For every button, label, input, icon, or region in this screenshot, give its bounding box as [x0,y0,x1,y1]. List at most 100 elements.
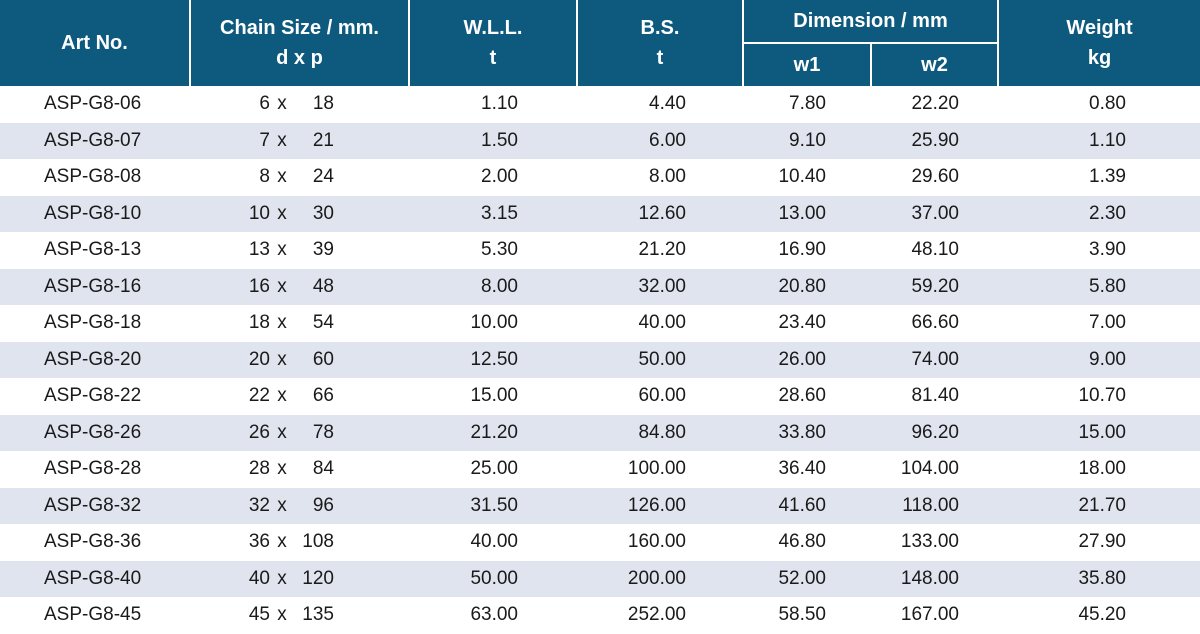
header-w1: w1 [744,44,870,86]
w2-cell: 167.00 [900,604,959,625]
w2-cell: 37.00 [911,202,959,224]
wll-cell: 5.30 [481,239,518,260]
chain-size-d: 10 [248,202,270,224]
bs-cell: 32.00 [638,275,686,297]
w2-cell: 104.00 [900,458,959,479]
header-dimension: Dimension / mm [744,0,997,42]
wll-cell: 8.00 [481,275,518,297]
header-wll-unit: t [489,47,497,69]
header-divider [408,0,410,86]
w2-cell: 48.10 [911,239,959,260]
chain-size-x: x [277,604,287,625]
table-row: ASP-G8-06 6 x 18 1.10 4.40 7.80 22.20 0.80 [0,86,1200,123]
chain-size-x: x [277,129,287,151]
art-no-cell: ASP-G8-28 [44,458,142,479]
weight-cell: 0.80 [1089,93,1126,114]
bs-cell: 6.00 [649,129,686,151]
header-bs-unit: t [656,47,664,69]
bs-cell: 200.00 [627,567,686,589]
chain-size-d: 7 [259,129,270,151]
chain-size-d: 22 [248,385,270,406]
table-row: ASP-G8-07 7 x 21 1.50 6.00 9.10 25.90 1.10 [0,122,1200,159]
chain-size-p: 18 [312,93,334,114]
chain-size-d: 16 [248,275,270,297]
header-bs: B.S. t [578,0,742,86]
header-dimension-label: Dimension / mm [793,9,948,32]
art-no-cell: ASP-G8-20 [44,348,142,370]
wll-cell: 25.00 [470,458,518,479]
art-no-cell: ASP-G8-40 [44,567,142,589]
wll-cell: 50.00 [470,567,518,589]
chain-size-d: 45 [248,604,270,625]
header-chain-size-sub: d x p [276,47,323,69]
chain-size-d: 13 [248,239,270,260]
chain-size-d: 18 [248,312,270,333]
bs-cell: 21.20 [638,239,686,260]
chain-size-x: x [277,494,287,516]
chain-size-p: 30 [312,202,334,224]
chain-size-p: 96 [312,494,334,516]
chain-size-cell: 36 x 108 [230,524,334,561]
w1-cell: 28.60 [778,385,826,406]
chain-size-d: 26 [248,421,270,443]
weight-cell: 15.00 [1078,421,1126,443]
chain-size-p: 24 [312,166,334,187]
bs-cell: 252.00 [627,604,686,625]
wll-cell: 2.00 [481,166,518,187]
header-divider [744,42,997,44]
chain-size-cell: 26 x 78 [230,415,334,452]
table-row: ASP-G8-26 26 x 78 21.20 84.80 33.80 96.20 15.00 [0,414,1200,452]
art-no-cell: ASP-G8-18 [44,312,142,333]
weight-cell: 9.00 [1089,348,1126,370]
art-no-cell: ASP-G8-16 [44,275,142,297]
chain-size-d: 20 [248,348,270,370]
bs-cell: 160.00 [627,531,686,552]
chain-size-x: x [277,202,287,224]
w1-cell: 52.00 [778,567,826,589]
w1-cell: 33.80 [778,421,826,443]
weight-cell: 1.39 [1089,166,1126,187]
chain-size-x: x [277,275,287,297]
table-row: ASP-G8-18 18 x 54 10.00 40.00 23.40 66.60 7.00 [0,305,1200,342]
chain-size-p: 108 [302,531,334,552]
art-no-cell: ASP-G8-10 [44,202,142,224]
weight-cell: 45.20 [1078,604,1126,625]
w2-cell: 59.20 [911,275,959,297]
header-weight-label: Weight [1066,17,1133,39]
table-row: ASP-G8-08 8 x 24 2.00 8.00 10.40 29.60 1.39 [0,159,1200,196]
chain-size-x: x [277,421,287,443]
bs-cell: 12.60 [638,202,686,224]
w1-cell: 16.90 [778,239,826,260]
weight-cell: 27.90 [1078,531,1126,552]
chain-size-cell: 20 x 60 [230,342,334,379]
chain-size-cell: 10 x 30 [230,196,334,233]
chain-size-cell: 28 x 84 [230,451,334,488]
bs-cell: 8.00 [649,166,686,187]
header-weight-unit: kg [1087,47,1112,69]
header-w2-label: w2 [921,53,948,76]
chain-size-cell: 13 x 39 [230,232,334,269]
chain-size-cell: 32 x 96 [230,488,334,525]
chain-size-x: x [277,166,287,187]
art-no-cell: ASP-G8-08 [44,166,142,187]
bs-cell: 60.00 [638,385,686,406]
bs-cell: 4.40 [649,93,686,114]
chain-size-d: 6 [259,93,270,114]
chain-size-p: 21 [312,129,334,151]
weight-cell: 1.10 [1089,129,1126,151]
art-no-cell: ASP-G8-32 [44,494,142,516]
art-no-cell: ASP-G8-22 [44,385,142,406]
weight-cell: 10.70 [1078,385,1126,406]
wll-cell: 3.15 [481,202,518,224]
header-chain-size: Chain Size / mm. d x p [191,0,408,86]
w1-cell: 7.80 [789,93,826,114]
table-header: Art No. Chain Size / mm. d x p W.L.L. t … [0,0,1200,86]
header-wll: W.L.L. t [410,0,576,86]
wll-cell: 15.00 [470,385,518,406]
chain-size-d: 36 [248,531,270,552]
wll-cell: 1.50 [481,129,518,151]
chain-size-cell: 45 x 135 [230,597,334,634]
art-no-cell: ASP-G8-45 [44,604,142,625]
wll-cell: 40.00 [470,531,518,552]
